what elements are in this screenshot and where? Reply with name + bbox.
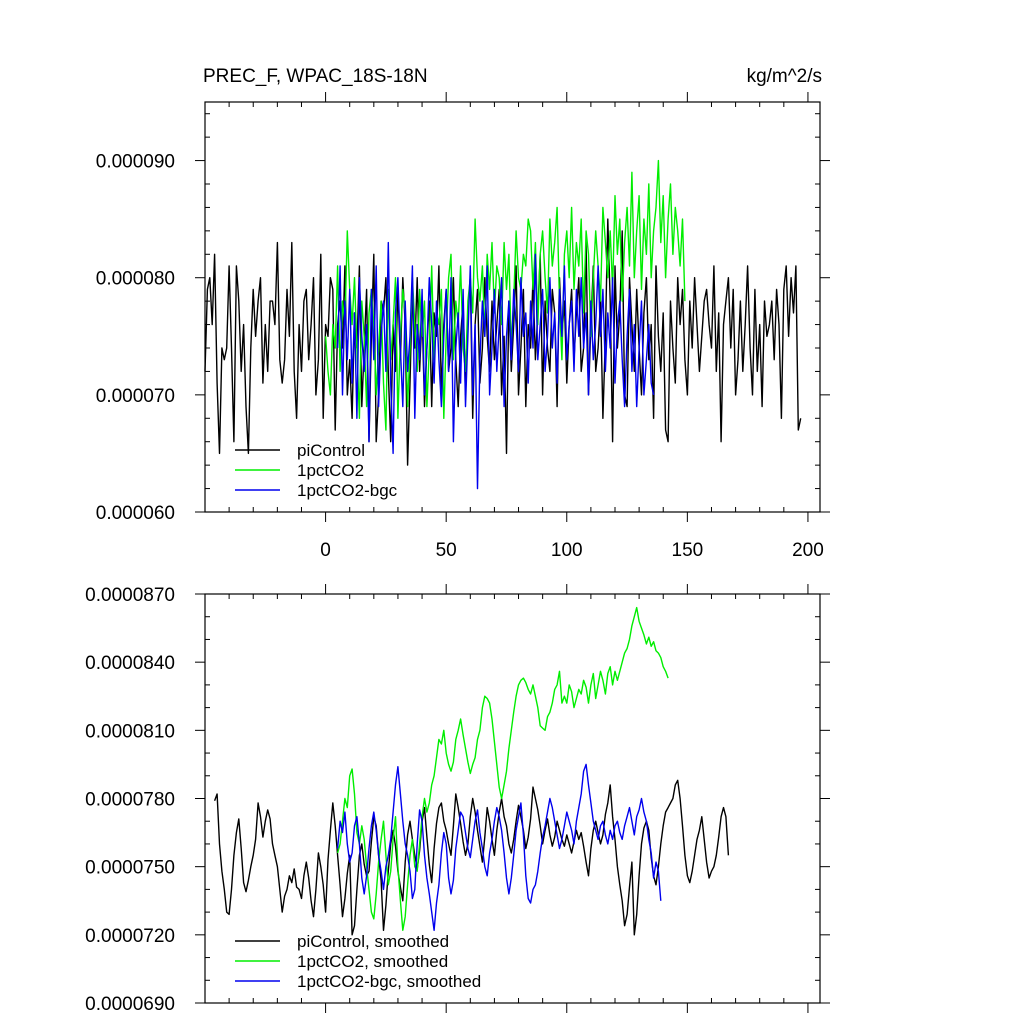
series-line-1pctco2-bgc-smoothed bbox=[336, 763, 662, 931]
plot-frame bbox=[204, 101, 821, 513]
y-tick-label: 0.0000720 bbox=[85, 926, 175, 947]
legend-label-1pctco2-bgc-smoothed: 1pctCO2-bgc, smoothed bbox=[297, 972, 481, 991]
x-tick-label: 50 bbox=[436, 540, 457, 561]
legend-label-1pctco2-bgc: 1pctCO2-bgc bbox=[297, 481, 398, 500]
y-tick-label: 0.0000750 bbox=[85, 858, 175, 879]
legend-label-picontrol: piControl bbox=[297, 441, 365, 460]
y-tick-label: 0.0000870 bbox=[85, 585, 175, 606]
y-tick-label: 0.000060 bbox=[96, 503, 175, 524]
bottom-series-group bbox=[213, 606, 730, 936]
x-tick-label: 200 bbox=[792, 540, 824, 561]
y-tick-label: 0.0000810 bbox=[85, 721, 175, 742]
x-tick-label: 100 bbox=[551, 540, 583, 561]
legend-label-1pctco2-smoothed: 1pctCO2, smoothed bbox=[297, 952, 448, 971]
top-chart-units: kg/m^2/s bbox=[747, 66, 822, 87]
x-tick-label: 150 bbox=[672, 540, 704, 561]
x-tick-label: 0 bbox=[320, 540, 331, 561]
y-tick-label: 0.0000780 bbox=[85, 790, 175, 811]
top-legend: piControl 1pctCO2 1pctCO2-bgc bbox=[235, 441, 398, 500]
legend-label-1pctco2: 1pctCO2 bbox=[297, 461, 364, 480]
top-panel: PREC_F, WPAC_18S-18N kg/m^2/s 0 50 100 150 2… bbox=[96, 66, 830, 561]
y-tick-label: 0.0000840 bbox=[85, 653, 175, 674]
y-tick-label: 0.000070 bbox=[96, 386, 175, 407]
bottom-legend: piControl, smoothed 1pctCO2, smoothed 1p… bbox=[235, 932, 481, 991]
top-chart-title: PREC_F, WPAC_18S-18N bbox=[203, 66, 428, 87]
series-line-1pctco2-smoothed bbox=[336, 606, 669, 931]
y-tick-label: 0.0000690 bbox=[85, 994, 175, 1015]
y-tick-label: 0.000090 bbox=[96, 152, 175, 173]
series-line-1pctco2 bbox=[324, 159, 686, 431]
top-series-group bbox=[204, 159, 802, 490]
bottom-panel: 0.0000690 0.0000720 0.0000750 0.0000780 0.00… bbox=[85, 584, 830, 1015]
series-line-1pctco2-bgc bbox=[336, 241, 655, 490]
top-axes: 0 50 100 150 200 0.000060 0.000070 0.000080 0.00… bbox=[96, 92, 830, 561]
y-tick-label: 0.000080 bbox=[96, 269, 175, 290]
bottom-axes: 0.0000690 0.0000720 0.0000750 0.0000780 0.00… bbox=[85, 584, 830, 1015]
legend-label-picontrol-smoothed: piControl, smoothed bbox=[297, 932, 449, 951]
series-line-picontrol-smoothed bbox=[213, 779, 730, 936]
